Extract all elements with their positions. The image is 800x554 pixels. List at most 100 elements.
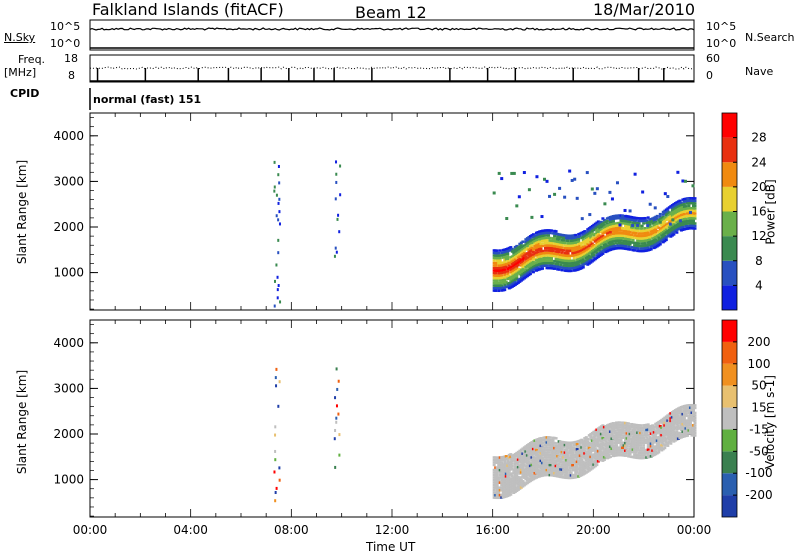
power_panel-cell [565, 244, 569, 247]
power_panel-cell [548, 249, 552, 252]
velocity_panel-cell [542, 471, 546, 475]
power_panel-cell [595, 226, 599, 230]
velocity_panel-cell [584, 456, 588, 459]
power_panel-cell [559, 248, 563, 252]
power_panel-cell [589, 243, 593, 247]
power_panel-cell [619, 236, 623, 240]
power_panel-cell [519, 254, 523, 257]
power_panel-cell [589, 231, 593, 234]
velocity_panel-cell [528, 462, 532, 465]
power_panel-cell [619, 216, 623, 220]
velocity_panel-cell [537, 437, 541, 440]
velocity_panel-cell [690, 424, 694, 427]
velocity_panel-cell [592, 433, 596, 436]
power_panel-cell [581, 240, 585, 244]
velocity_panel-cell [524, 455, 528, 458]
velocity_panel-cell [670, 426, 674, 429]
power_panel-cell [503, 253, 507, 257]
power_panel-cell [613, 217, 617, 220]
velocity_panel-cell [593, 462, 597, 465]
power_panel-cell [658, 222, 662, 226]
velocity_panel-cell [498, 493, 502, 497]
velocity_panel-cell [497, 481, 501, 484]
velocity_panel-cell [663, 419, 667, 422]
power_panel-cell [691, 199, 695, 203]
velocity_panel-cell [658, 439, 662, 443]
power_panel-cell [593, 232, 597, 236]
velocity_panel-cell [504, 485, 508, 488]
velocity_panel-cell [622, 451, 626, 455]
power_panel-cell [687, 202, 691, 205]
velocity_panel-cell [645, 428, 649, 432]
velocity_panel-cell [530, 463, 534, 467]
power_panel-cell [676, 220, 680, 223]
power_panel-cell [593, 250, 597, 253]
power_panel-cell [492, 254, 496, 257]
velocity_panel-cell [608, 448, 612, 451]
power_panel-cell [516, 278, 520, 282]
velocity_panel-cell [631, 438, 635, 441]
velocity_panel-cell [521, 452, 525, 455]
velocity_panel-cell [557, 455, 561, 458]
power_panel-cell [646, 248, 650, 252]
velocity_panel-cell [595, 443, 599, 447]
power_panel-cell [542, 236, 546, 240]
velocity_panel-cell [510, 489, 514, 493]
power_panel-cell [273, 189, 276, 193]
velocity_panel-cell [572, 468, 576, 472]
power_panel-cell [507, 249, 511, 252]
power_panel-cell [513, 248, 517, 251]
velocity_panel-cell [574, 443, 578, 446]
power_panel-cell [687, 207, 691, 210]
velocity_panel-cell [580, 468, 584, 472]
velocity_panel-cell [654, 450, 658, 453]
velocity_panel-cell [584, 453, 588, 457]
velocity_panel-cell [652, 431, 656, 434]
velocity_panel-cell [607, 438, 611, 442]
power_panel-cell [592, 226, 596, 229]
power_panel-cell [513, 265, 517, 269]
velocity_panel-cell [601, 459, 605, 462]
velocity_panel-cell [601, 454, 605, 457]
velocity_panel-cell [679, 418, 683, 421]
velocity_panel-cell [596, 432, 600, 435]
velocity_panel-cell [562, 466, 566, 469]
velocity_panel-cell [559, 458, 563, 461]
power_panel-cell [608, 248, 612, 252]
power_panel-cell [690, 201, 694, 205]
velocity_panel-cell [661, 430, 665, 433]
power_panel-cell [542, 234, 546, 237]
power_panel-cell [533, 234, 537, 238]
velocity_panel-cell [524, 452, 528, 456]
velocity_panel-cell [637, 441, 641, 445]
power_panel-cell [622, 217, 626, 220]
power_panel-cell [566, 254, 570, 258]
velocity_panel-cell [503, 468, 507, 471]
power_panel-cell [657, 233, 661, 237]
velocity_panel-cell [649, 454, 653, 458]
velocity_panel-cell [542, 438, 546, 442]
velocity_panel-cell [631, 448, 635, 451]
velocity_panel-cell [498, 458, 502, 462]
velocity_panel-cell [494, 486, 498, 489]
power_panel-cell [673, 202, 677, 205]
velocity_panel-cell [640, 454, 644, 457]
velocity_panel-cell [335, 420, 338, 424]
power_panel-cell [558, 186, 562, 190]
velocity_panel-cell [504, 492, 508, 496]
velocity_panel-cell [551, 441, 555, 445]
power_panel-cell [667, 221, 671, 224]
velocity_panel-cell [519, 468, 523, 472]
power_panel-cell [622, 242, 626, 245]
power_panel-cell [634, 224, 638, 227]
power_panel-cell [652, 246, 656, 250]
velocity_panel-cell [685, 421, 689, 425]
power_panel-cell [613, 227, 617, 230]
velocity_panel-cell [633, 456, 637, 459]
velocity_panel-cell [515, 454, 519, 457]
velocity_panel-cell [654, 435, 658, 438]
power_panel-cell [607, 224, 611, 227]
velocity_panel-cell [581, 460, 585, 463]
velocity_panel-cell [512, 478, 516, 482]
velocity_panel-cell [559, 445, 563, 449]
